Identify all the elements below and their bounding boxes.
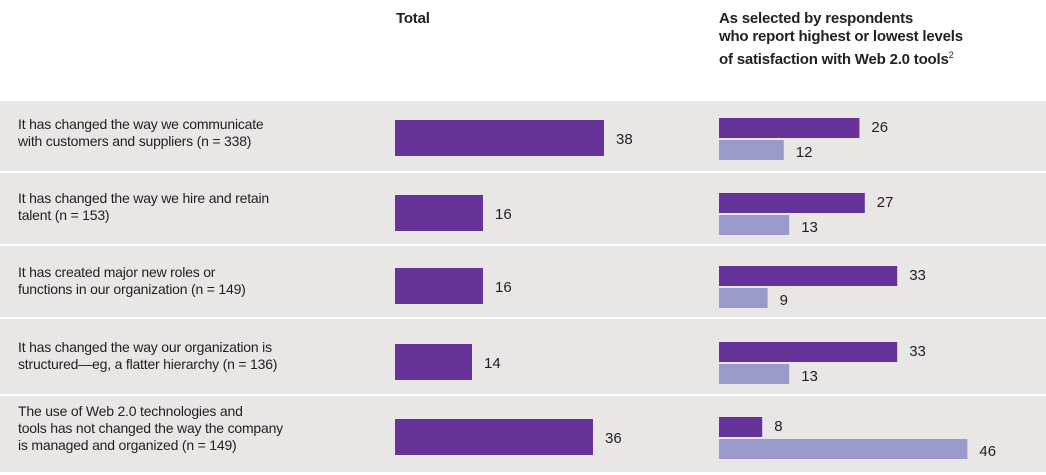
lowest-satisfaction-value-label: 46 (979, 443, 996, 460)
row-label-roles: It has created major new roles or functi… (18, 264, 246, 297)
highest-satisfaction-bar (719, 118, 860, 138)
row-divider (0, 244, 1046, 246)
highest-satisfaction-bar (719, 417, 763, 437)
row-divider (0, 317, 1046, 319)
lowest-satisfaction-value-label: 13 (801, 219, 818, 236)
table-background (0, 101, 1046, 472)
row-label-unchanged: The use of Web 2.0 technologies and tool… (18, 403, 283, 453)
total-bar (395, 344, 472, 380)
lowest-satisfaction-bar (719, 215, 790, 235)
highest-satisfaction-value-label: 27 (877, 194, 894, 211)
row-divider (0, 394, 1046, 396)
lowest-satisfaction-bar (719, 439, 968, 459)
total-bar (395, 120, 604, 156)
row-label-communicate: It has changed the way we communicate wi… (18, 116, 264, 149)
total-bar (395, 268, 483, 304)
highest-satisfaction-bar (719, 193, 865, 213)
highest-satisfaction-bar (719, 266, 898, 286)
header-selected-line-2: who report highest or lowest levels (719, 28, 963, 45)
lowest-satisfaction-bar (719, 140, 784, 160)
total-value-label: 16 (495, 206, 512, 223)
total-value-label: 36 (605, 430, 622, 447)
lowest-satisfaction-value-label: 9 (780, 292, 788, 309)
highest-satisfaction-value-label: 33 (909, 343, 926, 360)
lowest-satisfaction-bar (719, 364, 790, 384)
row-label-hire: It has changed the way we hire and retai… (18, 190, 269, 223)
total-bar (395, 419, 593, 455)
highest-satisfaction-value-label: 33 (909, 267, 926, 284)
header-selected-line-3: of satisfaction with Web 2.0 tools2 (719, 50, 954, 68)
footnote-marker: 2 (948, 50, 954, 60)
header-selected: As selected by respondents who report hi… (719, 10, 1046, 69)
highest-satisfaction-bar (719, 342, 898, 362)
highest-satisfaction-value-label: 8 (774, 418, 782, 435)
row-label-structured: It has changed the way our organization … (18, 339, 278, 372)
total-value-label: 14 (484, 355, 501, 372)
highest-satisfaction-value-label: 26 (871, 119, 888, 136)
lowest-satisfaction-bar (719, 288, 768, 308)
row-divider (0, 171, 1046, 173)
header-selected-line-1: As selected by respondents (719, 10, 914, 27)
lowest-satisfaction-value-label: 13 (801, 368, 818, 385)
header-total: Total (396, 10, 430, 27)
total-bar (395, 195, 483, 231)
total-value-label: 38 (616, 131, 633, 148)
total-value-label: 16 (495, 279, 512, 296)
lowest-satisfaction-value-label: 12 (796, 144, 813, 161)
